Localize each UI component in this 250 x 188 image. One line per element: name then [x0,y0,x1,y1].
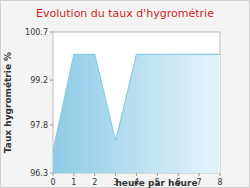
area [53,54,220,173]
x-tick [115,173,116,176]
background [1,1,250,188]
x-tick-label: 8 [217,178,222,187]
x-tick [157,173,158,176]
y-tick-label: 99.2 [30,76,48,85]
y-tick-label: 96.3 [30,169,48,178]
x-tick [220,173,221,176]
y-tick-label: 100.7 [25,28,48,37]
x-tick [136,173,137,176]
y-tick [50,80,53,81]
y-axis-label: Taux hygrométrie % [3,52,13,153]
x-tick-label: 2 [92,178,97,187]
title: Evolution du taux d'hygrométrie [36,7,214,20]
y-tick [50,32,53,33]
line [53,54,220,150]
plot [53,54,220,173]
x-tick [94,173,95,176]
y-tick-label: 97.8 [30,121,48,130]
x-tick [73,173,74,176]
plot-frame [53,32,220,173]
x-tick [178,173,179,176]
x-tick [199,173,200,176]
y-tick [50,124,53,125]
x-tick [53,173,54,176]
x-tick-label: 0 [50,178,55,187]
x-tick-label: 1 [71,178,76,187]
x-axis-label: heure par heure [115,178,197,188]
chart: Evolution du taux d'hygrométrie 96.3 97.8 9… [0,0,250,188]
